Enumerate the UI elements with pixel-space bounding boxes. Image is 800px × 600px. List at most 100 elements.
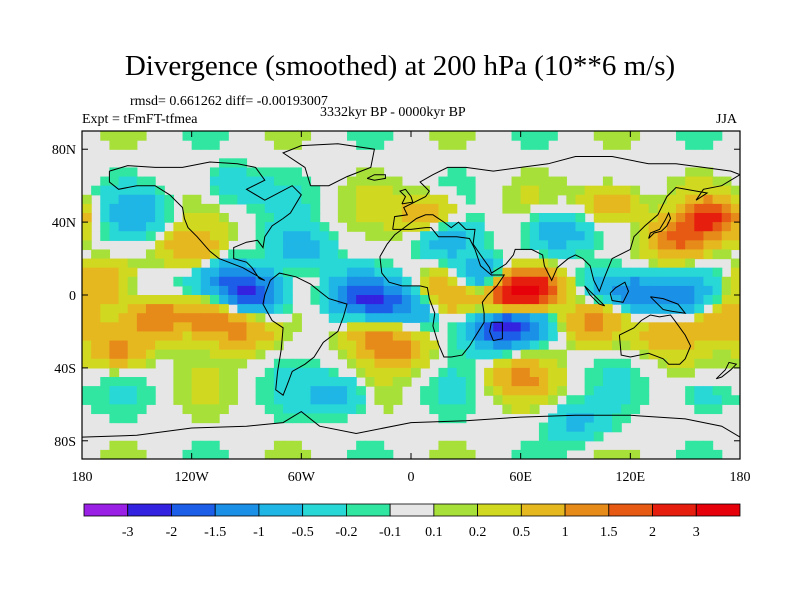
field-cell xyxy=(666,258,677,269)
field-cell xyxy=(639,203,650,214)
field-cell xyxy=(484,386,494,396)
field-cell xyxy=(127,386,138,396)
colorbar-swatch xyxy=(83,503,129,517)
field-cell xyxy=(493,395,503,405)
field-cell xyxy=(118,413,129,424)
field-cell xyxy=(456,240,467,251)
coast-madagascar xyxy=(489,321,503,342)
field-cell xyxy=(593,413,604,424)
field-cell xyxy=(91,340,101,351)
field-cell xyxy=(694,267,705,278)
field-cell xyxy=(456,222,467,232)
field-cell xyxy=(365,140,376,150)
field-cell xyxy=(703,213,714,223)
field-cell xyxy=(602,313,613,323)
field-cell xyxy=(182,258,193,269)
field-cell xyxy=(685,213,695,223)
field-cell xyxy=(383,449,394,459)
field-cell xyxy=(447,304,458,314)
field-cell xyxy=(612,203,622,214)
field-cell xyxy=(557,276,567,287)
field-cell xyxy=(392,304,403,314)
field-cell xyxy=(164,313,174,323)
field-cell xyxy=(283,285,293,296)
field-cell xyxy=(621,331,631,342)
field-cell xyxy=(337,331,348,342)
field-cell xyxy=(520,176,531,187)
field-cell xyxy=(438,231,449,241)
field-cell xyxy=(264,185,275,196)
field-cell xyxy=(411,367,421,378)
field-cell xyxy=(548,377,558,387)
field-cell xyxy=(255,267,266,278)
field-cell xyxy=(200,367,211,378)
field-cell xyxy=(548,240,558,251)
field-cell xyxy=(685,285,695,296)
field-cell xyxy=(520,167,531,178)
field-cell xyxy=(712,331,723,342)
field-cell xyxy=(484,313,494,323)
field-cell xyxy=(538,240,549,251)
field-cell xyxy=(493,349,503,360)
field-cell xyxy=(200,322,211,333)
field-cell xyxy=(91,358,101,369)
field-cell xyxy=(538,431,549,442)
field-cell xyxy=(374,194,385,205)
field-cell xyxy=(621,140,631,150)
field-cell xyxy=(612,276,622,287)
field-cell xyxy=(182,340,193,351)
field-cell xyxy=(237,313,248,323)
field-cell xyxy=(529,240,540,251)
field-cell xyxy=(602,131,613,141)
coast-iceland xyxy=(366,174,386,181)
field-cell xyxy=(502,285,513,296)
field-cell xyxy=(127,377,138,387)
field-cell xyxy=(566,431,577,442)
field-cell xyxy=(219,340,229,351)
field-cell xyxy=(100,304,111,314)
field-cell xyxy=(237,340,248,351)
field-cell xyxy=(584,395,595,405)
field-cell xyxy=(703,185,714,196)
field-cell xyxy=(538,222,549,232)
field-cell xyxy=(209,349,220,360)
field-cell xyxy=(712,176,723,187)
field-cell xyxy=(173,276,184,287)
field-cell xyxy=(301,267,312,278)
field-cell xyxy=(502,185,513,196)
field-cell xyxy=(283,131,293,141)
field-cell xyxy=(374,176,385,187)
field-cell xyxy=(639,304,650,314)
field-cell xyxy=(173,258,184,269)
field-cell xyxy=(602,322,613,333)
field-cell xyxy=(548,267,558,278)
field-cell xyxy=(246,322,257,333)
field-cell xyxy=(255,194,266,205)
field-cell xyxy=(721,249,732,260)
field-cell xyxy=(82,340,92,351)
field-cell xyxy=(621,449,631,459)
field-cell xyxy=(347,313,357,323)
field-cell xyxy=(292,213,302,223)
field-cell xyxy=(182,331,193,342)
field-cell xyxy=(529,440,540,451)
field-cell xyxy=(136,222,147,232)
field-cell xyxy=(401,222,412,232)
field-cell xyxy=(228,322,238,333)
field-cell xyxy=(264,331,275,342)
field-cell xyxy=(283,194,293,205)
field-cell xyxy=(612,295,622,305)
field-cell xyxy=(630,213,641,223)
field-cell xyxy=(438,413,449,424)
field-cell xyxy=(392,185,403,196)
field-cell xyxy=(566,185,577,196)
field-cell xyxy=(392,322,403,333)
field-cell xyxy=(273,249,284,260)
field-cell xyxy=(209,249,220,260)
field-cell xyxy=(292,395,302,405)
field-cell xyxy=(575,295,586,305)
field-cell xyxy=(356,194,366,205)
field-cell xyxy=(602,404,613,415)
field-cell xyxy=(447,176,458,187)
field-cell xyxy=(347,377,357,387)
